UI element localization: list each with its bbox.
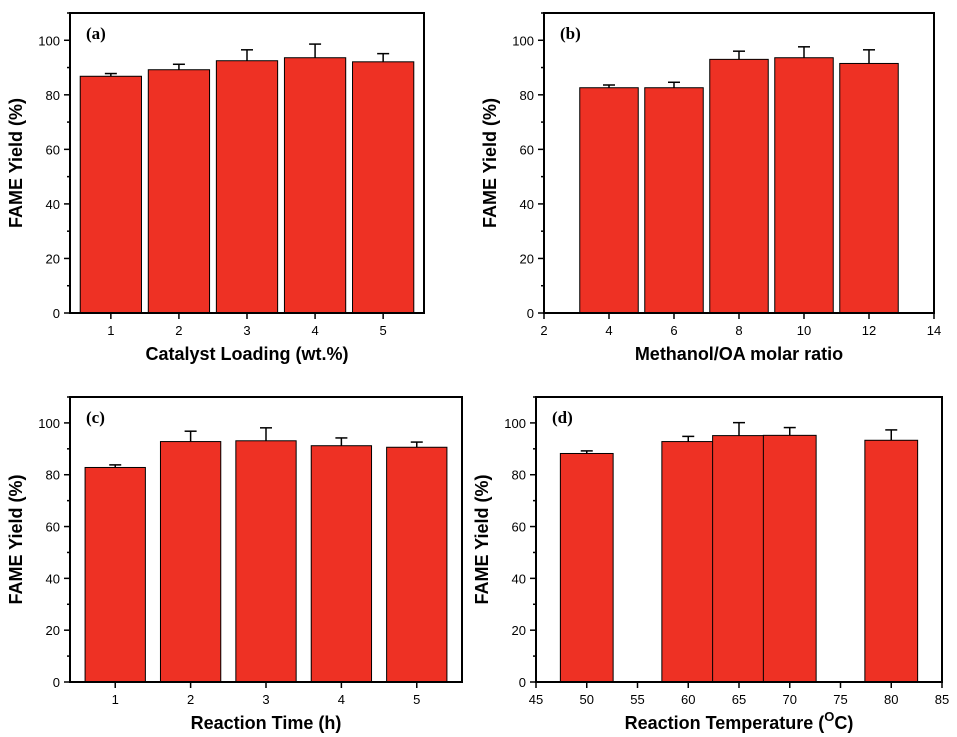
panel-d-x-tick-label: 45 xyxy=(529,692,543,707)
panel-d-y-tick-label: 0 xyxy=(519,675,526,690)
panel-d-y-tick-label: 20 xyxy=(512,623,526,638)
panel-d-bar-4 xyxy=(762,434,817,683)
panel-d-x-axis-title: Reaction Temperature (OC) xyxy=(625,709,854,733)
panel-a-y-tick-label: 0 xyxy=(53,306,60,321)
panel-d-x-tick-label: 50 xyxy=(580,692,594,707)
panel-c-bar-2 xyxy=(159,441,222,683)
panel-c-label: (c) xyxy=(86,408,105,427)
panel-a: (a) Catalyst Loading (wt.%) FAME Yield (… xyxy=(6,12,425,364)
panel-a-bar-5 xyxy=(352,61,415,314)
panel-d: (d) Reaction Temperature (OC) FAME Yield… xyxy=(472,396,949,733)
panel-c-y-axis-title: FAME Yield (%) xyxy=(6,474,26,604)
panel-a-bar-4 xyxy=(283,57,347,314)
panel-a-y-tick-label: 60 xyxy=(46,142,60,157)
panel-d-x-tick-label: 55 xyxy=(630,692,644,707)
panel-c-y-tick-label: 60 xyxy=(46,520,60,535)
panel-d-y-tick-label: 40 xyxy=(512,571,526,586)
panel-d-x-tick-label: 85 xyxy=(935,692,949,707)
panel-d-x-axis-title-end: C) xyxy=(834,713,853,733)
panel-d-y-axis-title: FAME Yield (%) xyxy=(472,474,492,604)
panel-a-y-tick-label: 80 xyxy=(46,88,60,103)
panel-b-x-axis-title: Methanol/OA molar ratio xyxy=(635,344,843,364)
panel-b-y-axis-title: FAME Yield (%) xyxy=(480,98,500,228)
panel-a-x-tick-label: 5 xyxy=(380,323,387,338)
panel-b-y-tick-label: 0 xyxy=(527,306,534,321)
panel-b-y-tick-label: 20 xyxy=(520,251,534,266)
panel-c-x-axis-title: Reaction Time (h) xyxy=(191,713,342,733)
panel-c-x-tick-label: 5 xyxy=(413,692,420,707)
panel-d-x-tick-label: 60 xyxy=(681,692,695,707)
panel-b-y-tick-label: 80 xyxy=(520,88,534,103)
panel-c-bar-4 xyxy=(310,445,373,683)
panel-b: (b) Methanol/OA molar ratio FAME Yield (… xyxy=(480,12,941,364)
panel-a-x-axis-title: Catalyst Loading (wt.%) xyxy=(145,344,348,364)
panel-a-y-tick-label: 100 xyxy=(38,33,60,48)
panel-d-bar-5 xyxy=(864,439,919,683)
panel-b-x-tick-label: 8 xyxy=(735,323,742,338)
panel-b-x-tick-label: 12 xyxy=(862,323,876,338)
panel-d-x-axis-title-main: Reaction Temperature ( xyxy=(625,713,825,733)
panel-d-x-tick-label: 80 xyxy=(884,692,898,707)
panel-a-x-tick-label: 4 xyxy=(311,323,318,338)
panel-c: (c) Reaction Time (h) FAME Yield (%) 0 20… xyxy=(6,396,463,733)
panel-c-x-tick-label: 1 xyxy=(112,692,119,707)
panel-b-label: (b) xyxy=(560,24,581,43)
panel-d-x-tick-label: 70 xyxy=(783,692,797,707)
panel-b-x-tick-label: 10 xyxy=(797,323,811,338)
panel-c-bar-1 xyxy=(84,466,146,683)
panel-c-x-tick-label: 4 xyxy=(338,692,345,707)
panel-a-x-tick-label: 3 xyxy=(243,323,250,338)
panel-b-bar-5 xyxy=(839,62,899,314)
panel-a-x-tick-label: 2 xyxy=(175,323,182,338)
panel-a-bar-2 xyxy=(147,69,211,314)
panel-c-bar-5 xyxy=(386,446,448,683)
panel-c-x-tick-label: 3 xyxy=(262,692,269,707)
panel-d-label: (d) xyxy=(552,408,573,427)
panel-a-y-tick-label: 40 xyxy=(46,197,60,212)
panel-a-bar-3 xyxy=(215,60,279,314)
panel-c-y-tick-label: 40 xyxy=(46,571,60,586)
panel-a-x-tick-label: 1 xyxy=(107,323,114,338)
panel-b-x-tick-label: 14 xyxy=(927,323,941,338)
panel-d-bar-2 xyxy=(661,441,716,683)
panel-a-bar-1 xyxy=(79,75,142,314)
panel-b-x-tick-label: 4 xyxy=(605,323,612,338)
panel-b-bar-1 xyxy=(579,87,639,314)
panel-b-y-tick-label: 60 xyxy=(520,142,534,157)
panel-a-y-axis-title: FAME Yield (%) xyxy=(6,98,26,228)
panel-d-x-tick-label: 65 xyxy=(732,692,746,707)
panel-c-x-tick-label: 2 xyxy=(187,692,194,707)
panel-a-y-tick-label: 20 xyxy=(46,251,60,266)
panel-b-x-tick-label: 6 xyxy=(670,323,677,338)
panel-b-x-tick-label: 2 xyxy=(540,323,547,338)
panel-c-bar-3 xyxy=(235,440,297,683)
panel-d-x-tick-label: 75 xyxy=(833,692,847,707)
panel-b-bar-2 xyxy=(644,87,704,314)
panel-d-y-tick-label: 60 xyxy=(512,520,526,535)
panel-a-label: (a) xyxy=(86,24,106,43)
panel-d-bar-3 xyxy=(712,435,766,683)
panel-d-y-tick-label: 100 xyxy=(504,416,526,431)
panel-c-y-tick-label: 0 xyxy=(53,675,60,690)
panel-c-y-tick-label: 80 xyxy=(46,468,60,483)
panel-b-bar-4 xyxy=(774,57,834,314)
panel-d-x-axis-title-sup: O xyxy=(824,709,834,724)
panel-c-y-tick-label: 20 xyxy=(46,623,60,638)
panel-d-bar-1 xyxy=(559,452,614,683)
panel-b-y-tick-label: 100 xyxy=(512,33,534,48)
panel-c-y-tick-label: 100 xyxy=(38,416,60,431)
panel-b-bar-3 xyxy=(709,58,769,314)
panel-d-y-tick-label: 80 xyxy=(512,468,526,483)
panel-b-y-tick-label: 40 xyxy=(520,197,534,212)
